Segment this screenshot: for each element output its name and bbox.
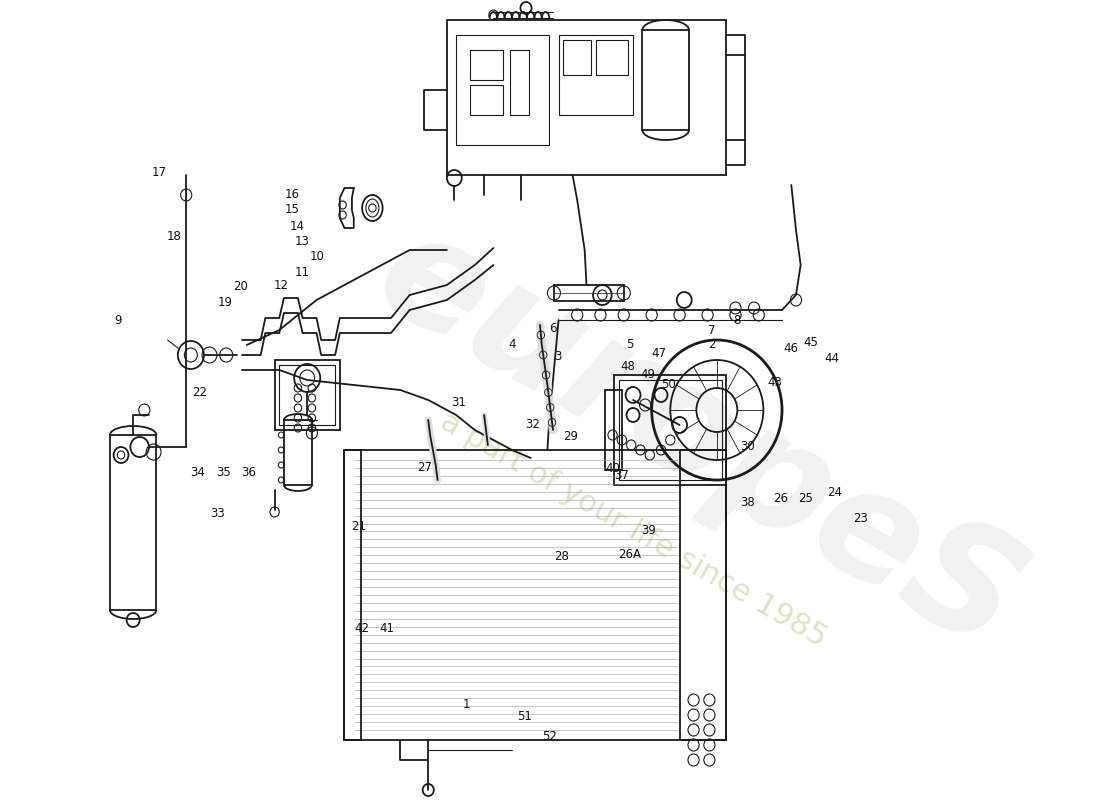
Text: 48: 48 <box>620 360 635 373</box>
Text: 20: 20 <box>233 280 249 293</box>
Bar <box>279 365 335 425</box>
Text: 2: 2 <box>708 338 715 350</box>
Text: 3: 3 <box>554 350 562 362</box>
Text: 7: 7 <box>708 324 715 337</box>
Bar <box>344 450 726 740</box>
Text: 43: 43 <box>768 376 783 389</box>
Text: europeS: europeS <box>351 197 1045 683</box>
Bar <box>596 40 628 75</box>
Text: 19: 19 <box>218 296 233 309</box>
Text: 40: 40 <box>605 462 619 475</box>
Text: 28: 28 <box>553 550 569 562</box>
Text: 25: 25 <box>799 492 813 505</box>
Text: 37: 37 <box>614 469 629 482</box>
Bar <box>110 435 156 610</box>
Text: 16: 16 <box>285 188 299 201</box>
Text: 27: 27 <box>418 461 432 474</box>
Text: 39: 39 <box>641 524 656 537</box>
Text: 22: 22 <box>192 386 207 398</box>
Text: 31: 31 <box>451 396 466 409</box>
Text: 42: 42 <box>354 622 368 634</box>
Text: 26A: 26A <box>618 548 641 561</box>
Text: 8: 8 <box>734 314 741 326</box>
Text: 9: 9 <box>114 314 121 326</box>
Bar <box>275 360 340 430</box>
Text: 11: 11 <box>295 266 309 278</box>
Text: 14: 14 <box>289 220 305 233</box>
Bar <box>559 35 634 115</box>
Bar <box>642 30 689 130</box>
Bar <box>605 390 621 470</box>
Bar <box>680 450 726 740</box>
Text: 38: 38 <box>740 496 755 509</box>
Text: 51: 51 <box>517 710 531 722</box>
Bar <box>344 450 361 740</box>
Text: a part of your life since 1985: a part of your life since 1985 <box>434 407 832 653</box>
Text: 18: 18 <box>167 230 182 242</box>
Bar <box>619 380 722 480</box>
Bar <box>456 35 549 145</box>
Bar <box>615 375 726 485</box>
Text: 1: 1 <box>462 698 470 710</box>
Bar <box>554 285 624 301</box>
Bar <box>284 420 312 485</box>
Text: 33: 33 <box>210 507 224 520</box>
Text: 45: 45 <box>804 336 818 349</box>
Text: 23: 23 <box>852 512 868 525</box>
Text: 36: 36 <box>241 466 256 478</box>
Text: 26: 26 <box>773 492 788 505</box>
Text: 21: 21 <box>351 520 366 533</box>
Text: 17: 17 <box>151 166 166 178</box>
Bar <box>470 50 503 80</box>
Text: 29: 29 <box>563 430 578 443</box>
Bar <box>510 50 529 115</box>
Text: 49: 49 <box>640 368 656 381</box>
Text: 46: 46 <box>783 342 799 354</box>
Text: 10: 10 <box>310 250 324 262</box>
Text: 35: 35 <box>216 466 231 478</box>
Text: 4: 4 <box>508 338 516 350</box>
Bar <box>563 40 591 75</box>
Text: 32: 32 <box>525 418 540 430</box>
Text: 47: 47 <box>651 347 666 360</box>
Text: 12: 12 <box>274 279 289 292</box>
Text: 24: 24 <box>827 486 843 498</box>
Text: 13: 13 <box>295 235 309 248</box>
Text: 44: 44 <box>824 352 839 365</box>
Bar <box>470 85 503 115</box>
Text: 50: 50 <box>661 378 676 390</box>
Text: 30: 30 <box>740 440 755 453</box>
Text: 6: 6 <box>549 322 557 334</box>
Text: 41: 41 <box>379 622 395 634</box>
Text: 52: 52 <box>542 730 558 742</box>
Bar <box>447 20 726 175</box>
Text: 5: 5 <box>626 338 634 350</box>
Text: 15: 15 <box>285 203 299 216</box>
Text: 34: 34 <box>190 466 205 478</box>
